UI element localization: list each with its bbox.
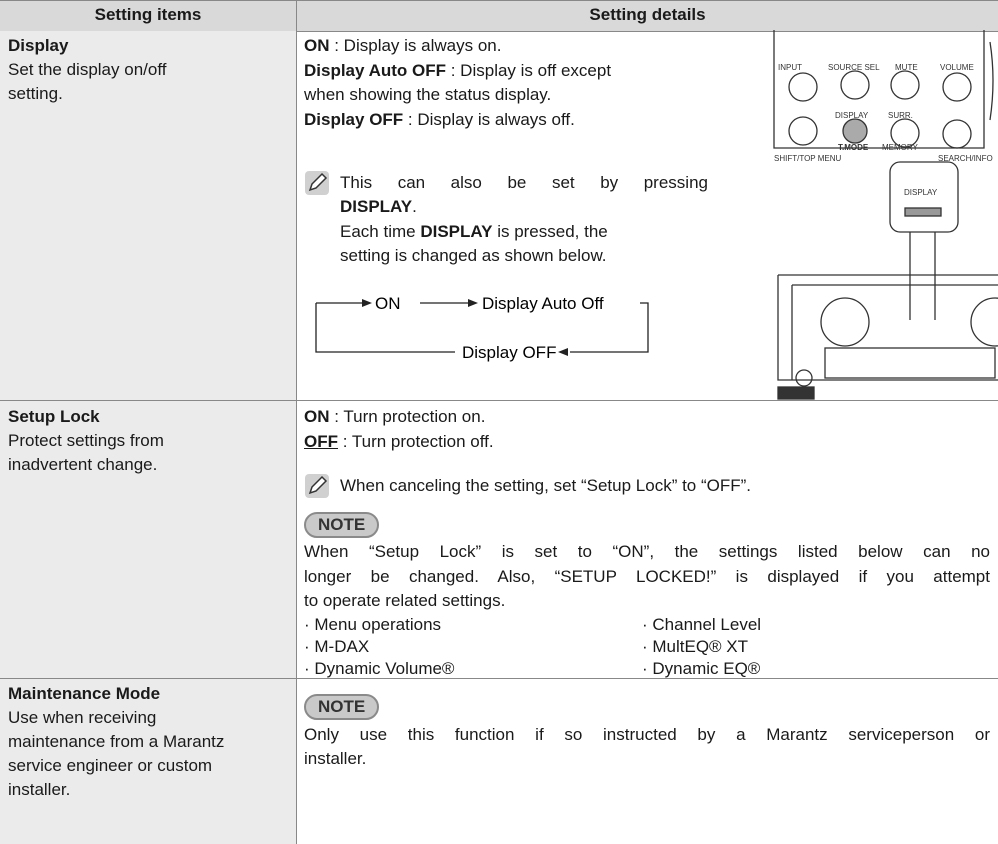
option-text: : Display is always off. bbox=[407, 110, 575, 129]
option-label: Display Auto OFF bbox=[304, 61, 446, 80]
bullet: · MultEQ® XT bbox=[642, 637, 749, 656]
remote-label: DISPLAY bbox=[835, 111, 869, 120]
note-text: installer. bbox=[304, 749, 367, 768]
column-divider bbox=[296, 0, 297, 844]
note-text: Only use this function if so instructed … bbox=[304, 725, 990, 744]
tip-icon bbox=[305, 474, 329, 498]
item-desc: inadvertent change. bbox=[8, 455, 158, 474]
cycle-step: Display Auto Off bbox=[482, 294, 604, 313]
note-text: When “Setup Lock” is set to “ON”, the se… bbox=[304, 542, 990, 561]
panel-label: DISPLAY bbox=[904, 188, 938, 197]
tip-text: setting is changed as shown below. bbox=[340, 246, 607, 265]
key: DISPLAY bbox=[420, 222, 493, 241]
option: Display Auto OFF : Display is off except bbox=[304, 59, 611, 83]
item-title: Setup Lock bbox=[8, 407, 100, 426]
cycle-diagram: ON Display Auto Off Display OFF bbox=[315, 294, 649, 362]
remote-label: SEARCH/INFO bbox=[938, 154, 993, 163]
header-bar bbox=[0, 0, 998, 32]
tip-icon bbox=[305, 171, 329, 195]
bullet: · M-DAX bbox=[304, 637, 370, 656]
remote-label: MEMORY bbox=[882, 143, 919, 152]
bullet: · Channel Level bbox=[642, 615, 762, 634]
remote-label: T.MODE bbox=[838, 143, 869, 152]
option: Display OFF : Display is always off. bbox=[304, 108, 575, 132]
remote-label: VOLUME bbox=[940, 63, 974, 72]
item-title: Maintenance Mode bbox=[8, 684, 161, 703]
remote-label: SOURCE SEL bbox=[828, 63, 880, 72]
tip-text: Each time bbox=[340, 222, 416, 241]
option: ON : Turn protection on. bbox=[304, 405, 485, 429]
cycle-step: ON bbox=[375, 294, 401, 313]
item-desc: service engineer or custom bbox=[8, 756, 213, 775]
tip-text: This can also be set by pressing bbox=[340, 173, 708, 192]
remote-label: MUTE bbox=[895, 63, 918, 72]
tip-text: . bbox=[412, 197, 417, 216]
header-cell: Setting details bbox=[589, 5, 706, 24]
option-label: ON bbox=[304, 407, 330, 426]
option: OFF : Turn protection off. bbox=[304, 430, 494, 454]
bullet: · Dynamic Volume® bbox=[304, 659, 455, 678]
option: ON : Display is always on. bbox=[304, 34, 501, 58]
option-text: : Turn protection on. bbox=[334, 407, 486, 426]
note-badge: NOTE bbox=[304, 694, 380, 720]
option-text: when showing the status display. bbox=[304, 85, 552, 104]
device-illustration: INPUT SOURCE SEL MUTE VOLUME DISPLAY SUR… bbox=[773, 30, 998, 400]
tip-line: Each time DISPLAY is pressed, the bbox=[340, 220, 608, 244]
option-label: Display OFF bbox=[304, 110, 404, 129]
item-column bbox=[0, 31, 296, 844]
item-desc: installer. bbox=[8, 780, 71, 799]
tip-text: is pressed, the bbox=[497, 222, 608, 241]
item-desc: Set the display on/off bbox=[8, 60, 167, 79]
remote-label: SURR. bbox=[888, 111, 913, 120]
item-desc: Protect settings from bbox=[8, 431, 164, 450]
option-label: OFF bbox=[304, 432, 338, 451]
remote-label: INPUT bbox=[778, 63, 802, 72]
header-cell: Setting items bbox=[94, 5, 202, 24]
bullet: · Dynamic EQ® bbox=[642, 659, 761, 678]
cycle-step: Display OFF bbox=[462, 343, 556, 362]
bullet: · Menu operations bbox=[304, 615, 442, 634]
option-text: : Turn protection off. bbox=[342, 432, 494, 451]
item-title: Display bbox=[8, 36, 69, 55]
note-text: to operate related settings. bbox=[304, 591, 506, 610]
key: DISPLAY bbox=[340, 197, 413, 216]
option-text: : Display is always on. bbox=[334, 36, 502, 55]
note-text: longer be changed. Also, “SETUP LOCKED!”… bbox=[304, 567, 990, 586]
option-text: : Display is off except bbox=[450, 61, 612, 80]
item-desc: Use when receiving bbox=[8, 708, 157, 727]
note-badge: NOTE bbox=[304, 512, 380, 538]
tip-text: When canceling the setting, set “Setup L… bbox=[340, 476, 752, 495]
option-label: ON bbox=[304, 36, 330, 55]
row-divider bbox=[0, 678, 998, 679]
remote-label: SHIFT/TOP MENU bbox=[774, 154, 841, 163]
row-divider bbox=[0, 400, 998, 401]
item-desc: setting. bbox=[8, 84, 63, 103]
tip-line: DISPLAY. bbox=[340, 195, 417, 219]
item-desc: maintenance from a Marantz bbox=[8, 732, 225, 751]
